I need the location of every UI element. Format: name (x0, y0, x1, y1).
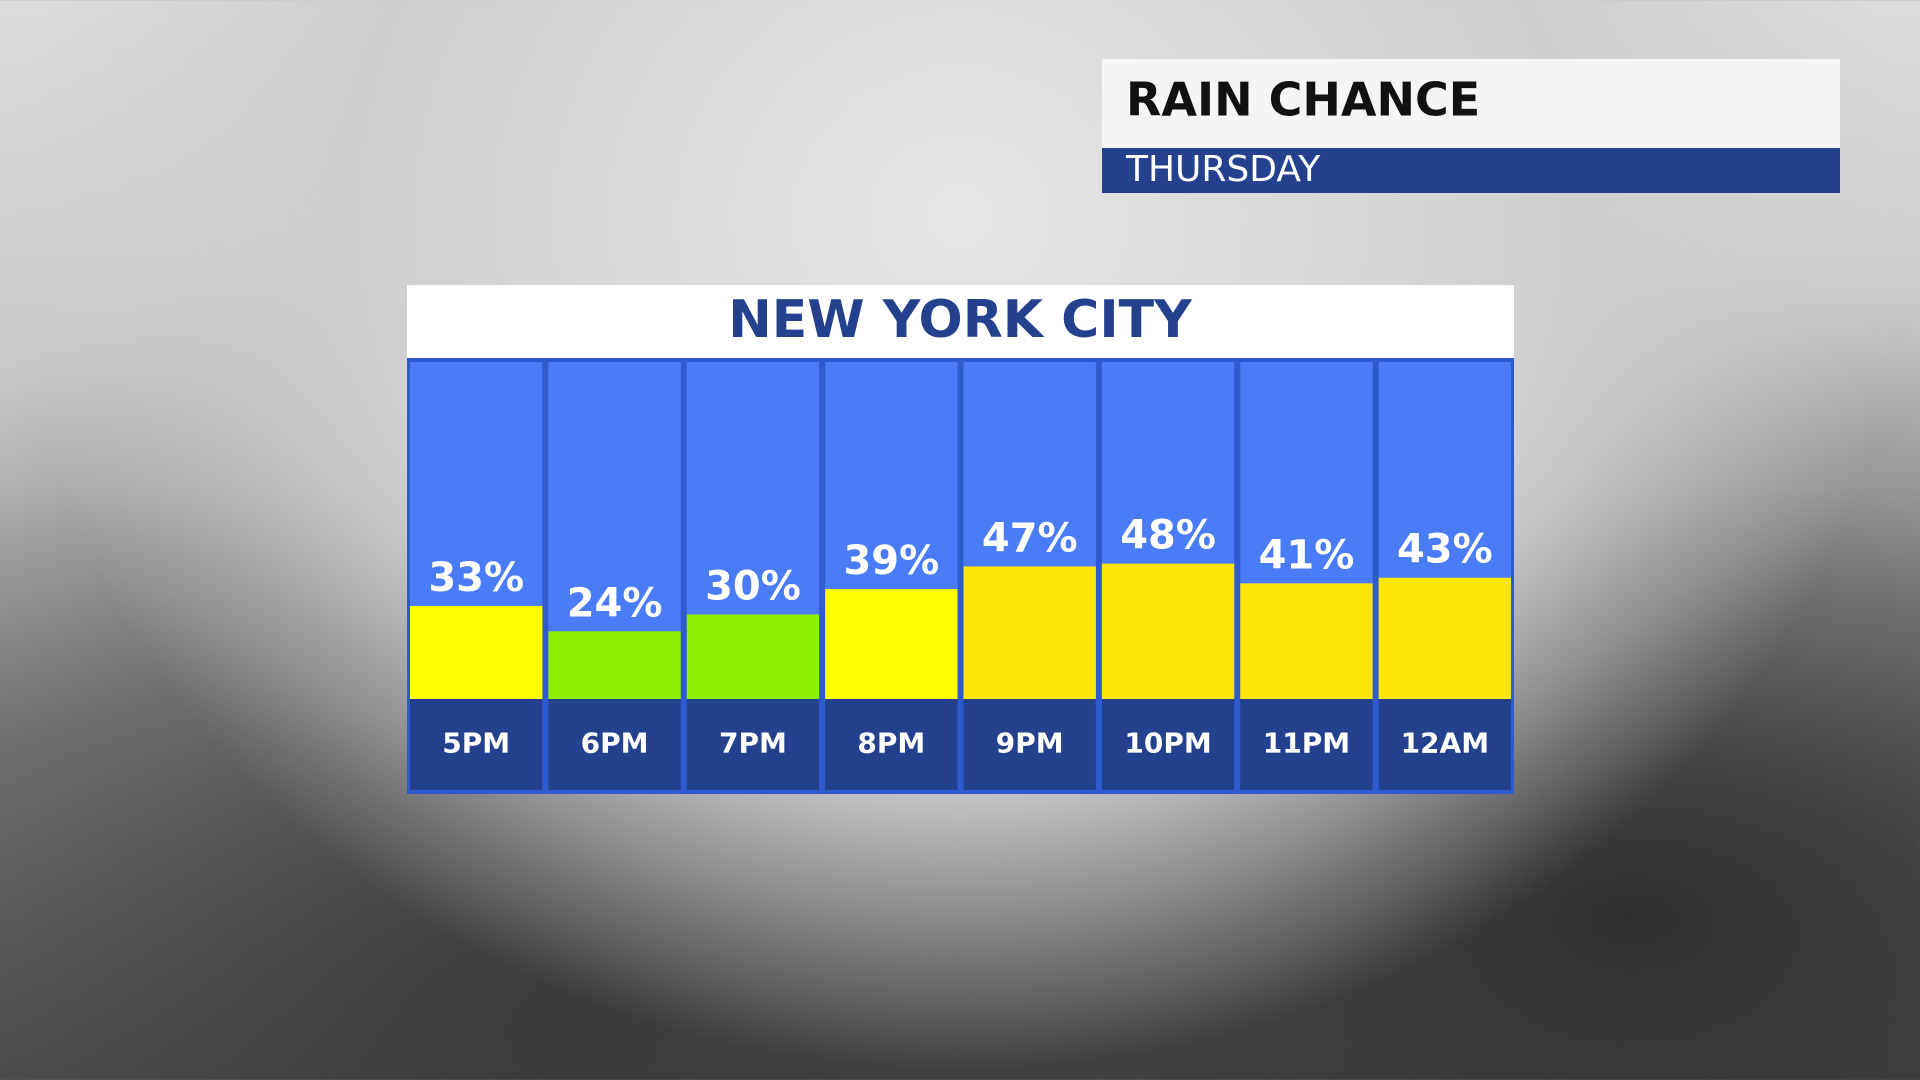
x-tick-label: 9PM (996, 727, 1064, 760)
x-tick-label: 11PM (1263, 727, 1350, 760)
bar (1101, 563, 1235, 699)
x-tick-label: 8PM (857, 727, 925, 760)
bar (963, 566, 1096, 699)
label-band (686, 699, 820, 790)
bar (548, 631, 681, 699)
subheader-box (1102, 148, 1840, 193)
label-band (825, 699, 958, 790)
bar (686, 614, 820, 699)
chart-title: NEW YORK CITY (728, 290, 1193, 350)
value-label: 30% (705, 563, 801, 609)
label-band (1240, 699, 1373, 790)
label-band (1101, 699, 1235, 790)
x-tick-label: 7PM (719, 727, 787, 760)
x-tick-label: 5PM (442, 727, 510, 760)
value-label: 48% (1120, 513, 1216, 559)
value-label: 39% (843, 538, 939, 584)
value-label: 33% (428, 555, 524, 601)
subheader: THURSDAY (1125, 149, 1321, 190)
label-band (1378, 699, 1511, 790)
value-label: 41% (1259, 532, 1355, 578)
value-label: 43% (1397, 527, 1493, 573)
x-tick-label: 6PM (581, 727, 649, 760)
label-band (410, 699, 543, 790)
value-label: 24% (567, 580, 663, 626)
bar (825, 589, 958, 699)
label-band (548, 699, 681, 790)
bar (1378, 577, 1511, 699)
x-tick-label: 10PM (1124, 727, 1211, 760)
bar (1240, 583, 1373, 699)
header: RAIN CHANCE (1126, 73, 1480, 127)
value-label: 47% (982, 515, 1078, 561)
title-box (407, 285, 1514, 358)
label-band (963, 699, 1096, 790)
x-tick-label: 12AM (1401, 727, 1490, 760)
bar (410, 605, 543, 699)
header-box (1102, 59, 1840, 148)
